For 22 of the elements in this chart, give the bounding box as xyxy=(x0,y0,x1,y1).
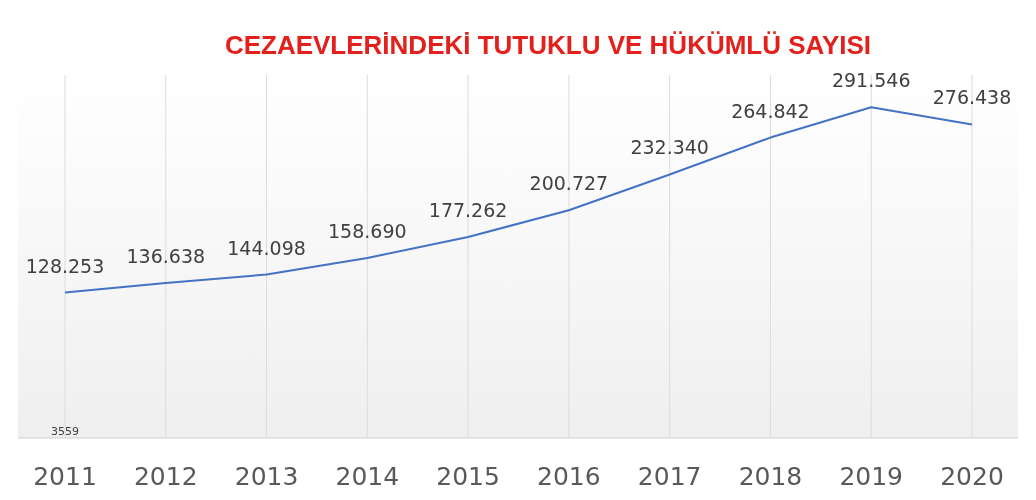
x-tick-label: 2017 xyxy=(637,462,702,491)
annotation: 3559 xyxy=(51,425,79,438)
data-label: 276.438 xyxy=(932,86,1012,109)
data-label: 177.262 xyxy=(428,198,508,221)
data-label: 232.340 xyxy=(630,136,709,159)
x-tick-label: 2020 xyxy=(940,462,1004,491)
x-tick-label: 2011 xyxy=(33,462,97,491)
x-tick-label: 2016 xyxy=(537,462,601,491)
x-tick-label: 2012 xyxy=(133,462,198,491)
x-tick-label: 2019 xyxy=(839,462,904,491)
data-label: 158.690 xyxy=(328,219,407,242)
data-label: 264.842 xyxy=(731,99,810,122)
x-tick-label: 2015 xyxy=(436,462,500,491)
data-label: 136.638 xyxy=(126,245,206,267)
data-label: 291.546 xyxy=(831,69,911,92)
data-label: 144.098 xyxy=(227,236,306,259)
x-tick-label: 2014 xyxy=(335,462,400,491)
x-tick-label: 2018 xyxy=(738,462,803,491)
chart-title: CEZAEVLERİNDEKİ TUTUKLU VE HÜKÜMLÜ SAYISI xyxy=(224,30,872,60)
data-label: 128.253 xyxy=(25,254,105,277)
x-tick-label: 2013 xyxy=(234,462,299,491)
data-label: 200.727 xyxy=(529,172,609,195)
